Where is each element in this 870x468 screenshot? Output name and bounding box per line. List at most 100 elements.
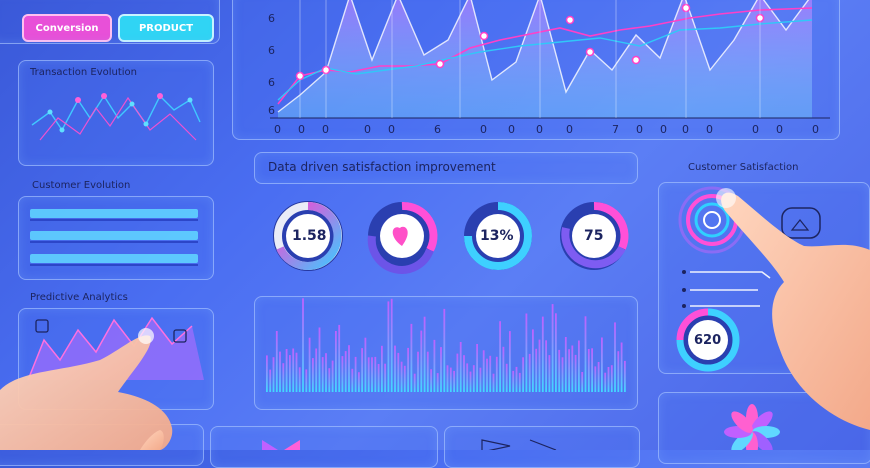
spike-bar [449,367,452,392]
spike-bar [426,351,429,392]
spike-bar [548,355,551,392]
pointing-hand-left [0,335,173,450]
spike-bar [528,353,531,392]
metric-ring-4-value: 75 [584,228,604,244]
spike-bar [522,357,524,392]
spike-bar [492,373,495,392]
spike-bar [361,348,363,392]
spike-bar [581,372,584,392]
spike-bar [456,353,459,392]
spike-chart [266,298,626,392]
conversion-button[interactable]: Conversion [22,14,112,42]
product-button[interactable]: PRODUCT [118,14,214,42]
spike-bar [551,304,554,392]
x-tick: 0 [388,123,395,136]
x-tick: 0 [706,123,713,136]
spike-bar [558,349,561,392]
metric-ring-3-value: 13% [480,228,514,244]
spike-bar [555,313,557,392]
spike-bar [545,340,547,392]
spike-bar [453,370,455,392]
spike-bar [469,371,472,392]
spike-bar [446,365,449,392]
spike-bar [535,348,538,392]
spike-bar [298,367,301,392]
spike-bar [476,344,478,392]
x-tick: 0 [566,123,573,136]
customer-panel-title: Customer Evolution [32,180,131,191]
x-tick: 0 [364,123,371,136]
spike-bar [335,331,337,392]
spike-bar [390,298,393,392]
metric-ring-1-value: 1.58 [292,228,327,244]
spike-bar [495,356,498,392]
y-tick: 6 [268,104,275,117]
x-tick: 0 [298,123,305,136]
spike-bar [417,351,419,392]
spike-bar [525,313,528,392]
spike-bar [305,369,308,392]
customer-satisfaction-title: Customer Satisfaction [688,162,799,173]
spike-bar [295,352,298,392]
x-tick: 0 [752,123,759,136]
spike-bar [279,351,281,392]
x-tick: 0 [776,123,783,136]
metric-rings [273,201,629,274]
spike-bar [282,363,285,392]
spike-bar [410,323,413,392]
satisfaction-graphics [676,186,821,372]
spike-bar [308,337,311,392]
spike-bar [423,316,426,392]
spike-bar [400,361,403,392]
spike-bar [312,358,314,392]
x-tick: 0 [274,123,281,136]
x-tick: 0 [660,123,667,136]
spike-bar [620,342,623,392]
spike-bar [578,340,580,392]
spike-bar [479,367,482,392]
metrics-title: Data driven satisfaction improvement [268,160,496,174]
spike-bar [292,348,295,392]
spike-bar [269,369,272,392]
spike-bar [285,349,288,392]
spike-bar [344,351,347,392]
spike-bar [387,301,390,392]
spike-bar [561,357,564,392]
spike-bar [436,373,439,392]
spike-bar [574,354,577,392]
spike-bar [377,364,380,392]
spike-bar [394,345,396,392]
spike-chart-panel [254,296,638,410]
x-tick: 0 [812,123,819,136]
spike-bar [384,363,386,392]
spike-bar [472,365,475,392]
spike-bar [594,366,597,392]
spike-bar [413,373,416,392]
top-left-frame [0,0,220,44]
pointing-hand-right [721,192,870,430]
spike-bar [315,348,318,392]
spike-bar [505,363,508,392]
spike-bar [568,349,570,392]
spike-bar [486,358,488,392]
spike-bar [509,331,511,392]
y-tick: 6 [268,12,275,25]
spike-bar [587,349,590,392]
main-area-chart [270,0,830,119]
spike-bar [272,357,275,392]
spike-bar [466,363,469,392]
spike-bar [328,368,331,392]
spike-bar [443,308,446,392]
spike-bar [463,355,465,392]
spike-bar [538,339,541,392]
spike-bar [364,337,367,392]
spike-bar [374,356,377,392]
spike-bar [433,339,436,392]
spike-bar [397,352,400,392]
spike-bar [459,342,462,392]
spike-bar [607,367,610,392]
y-tick: 6 [268,44,275,57]
spike-bar [331,360,334,392]
spike-bar [624,360,626,392]
spike-bar [584,316,587,392]
